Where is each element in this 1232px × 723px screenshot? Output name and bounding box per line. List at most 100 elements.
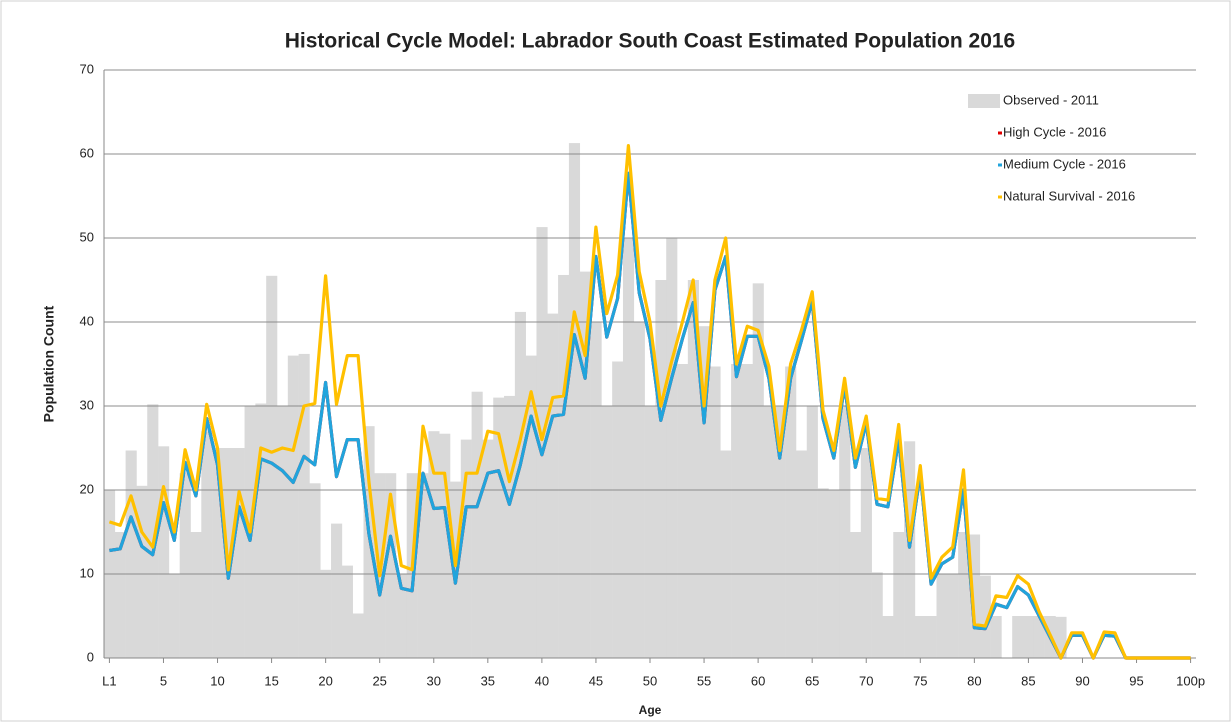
bar [493,397,505,658]
bar [677,364,689,658]
bar [568,143,581,658]
bar [612,361,624,658]
legend-swatch [968,94,1000,108]
bar [839,406,851,658]
bar [482,439,494,658]
bar [904,441,916,658]
bar [990,616,1002,658]
x-tick-label: 40 [535,673,549,688]
bar [504,395,516,658]
bar [1033,616,1045,658]
legend-label: Observed - 2011 [1003,92,1099,107]
x-tick-label: 35 [481,673,495,688]
bar [385,473,397,658]
y-tick-label: 30 [80,397,94,412]
y-tick-label: 60 [80,145,94,160]
bar [579,271,591,658]
bar [212,448,224,658]
bar [936,574,948,658]
bar [147,404,159,658]
bar [514,311,526,658]
bar [806,406,818,658]
bar [817,488,829,658]
bar [266,275,278,658]
bar [179,473,191,658]
bar [449,481,462,658]
x-tick-label: 65 [805,673,819,688]
bar [125,450,137,658]
y-tick-label: 0 [87,649,94,664]
bar [925,616,937,658]
y-tick-label: 20 [80,481,94,496]
line-series [109,171,1191,660]
x-tick-label: 15 [264,673,278,688]
bar [320,569,332,658]
x-tick-label: 95 [1129,673,1143,688]
bar [968,534,981,658]
x-axis-label: Age [639,703,662,717]
bar [947,574,959,658]
bar [558,274,570,658]
x-tick-label: 25 [372,673,386,688]
bar [698,326,710,658]
bar [190,532,202,658]
bar [287,355,299,658]
bar [136,485,148,658]
bar [860,448,872,658]
bar [882,616,894,658]
x-tick-label: L1 [102,673,116,688]
x-tick-label: 85 [1021,673,1035,688]
bar [439,433,451,658]
bar [687,280,699,658]
bar [298,353,310,658]
legend-label: High Cycle - 2016 [1003,124,1106,139]
bar [233,448,245,658]
x-tick-label: 80 [967,673,981,688]
x-tick-label: 70 [859,673,873,688]
bar [114,532,126,658]
bar [536,227,548,658]
x-tick-label: 100p [1176,673,1205,688]
bar [331,523,343,658]
bar [850,532,862,658]
y-tick-label: 40 [80,313,94,328]
bar [741,364,754,658]
bar [460,439,472,658]
bar [720,450,732,658]
bar [168,574,180,658]
bar [201,431,213,658]
legend-label: Natural Survival - 2016 [1003,188,1135,203]
legend-label: Medium Cycle - 2016 [1003,156,1126,171]
bar [666,238,678,658]
bar [276,406,289,658]
x-tick-label: 5 [160,673,167,688]
bar [1023,616,1035,658]
bar [601,406,613,658]
bar [655,280,667,658]
bar [158,446,170,658]
bar [893,532,905,658]
x-tick-label: 30 [427,673,441,688]
bar [525,355,537,658]
x-tick-label: 10 [210,673,224,688]
x-tick-label: 20 [318,673,332,688]
chart-title: Historical Cycle Model: Labrador South C… [285,30,1015,53]
bar [871,572,883,658]
line-series [108,144,1191,660]
bar [785,366,797,658]
bar [731,364,743,658]
x-tick-label: 55 [697,673,711,688]
x-tick-label: 60 [751,673,765,688]
bar [395,574,408,658]
bar [1012,616,1024,658]
bar [222,448,235,658]
y-tick-label: 70 [80,61,94,76]
bar [352,613,364,658]
y-tick-label: 10 [80,565,94,580]
bar [958,532,970,658]
bar [417,473,429,658]
bar [341,565,353,658]
bar [1055,616,1067,658]
